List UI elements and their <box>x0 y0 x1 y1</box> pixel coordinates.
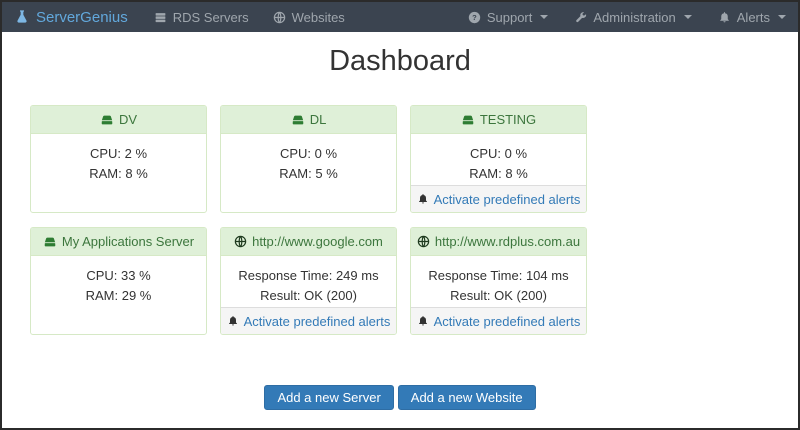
cards-row-servers: DV CPU: 2 % RAM: 8 % DL CPU: 0 % RAM: 5 … <box>30 105 798 213</box>
nav-item-rds-servers[interactable]: RDS Servers <box>154 10 249 25</box>
server-stack-icon <box>154 11 167 24</box>
server-card-body: CPU: 0 % RAM: 8 % <box>411 134 586 185</box>
server-card-header[interactable]: DL <box>221 106 396 134</box>
navbar: ServerGenius RDS Servers Websites ? Supp… <box>2 2 798 32</box>
response-time-value: Response Time: 104 ms <box>428 268 569 283</box>
globe-icon <box>273 11 286 24</box>
add-server-button[interactable]: Add a new Server <box>264 385 394 410</box>
server-name: My Applications Server <box>61 234 195 249</box>
server-icon <box>43 235 57 249</box>
server-card-dv: DV CPU: 2 % RAM: 8 % <box>30 105 207 213</box>
server-name: DV <box>118 112 138 127</box>
nav-item-label: Alerts <box>736 9 770 25</box>
nav-item-administration[interactable]: Administration <box>574 9 692 25</box>
bell-icon <box>227 315 239 327</box>
cpu-value: CPU: 33 % <box>86 268 151 283</box>
cards-row-mixed: My Applications Server CPU: 33 % RAM: 29… <box>30 227 798 335</box>
ram-value: RAM: 5 % <box>279 166 338 182</box>
server-card-dl: DL CPU: 0 % RAM: 5 % <box>220 105 397 213</box>
ram-value: RAM: 8 % <box>469 166 528 182</box>
cpu-value: CPU: 0 % <box>469 146 528 161</box>
activate-alerts-label: Activate predefined alerts <box>433 191 581 207</box>
activate-alerts-link[interactable]: Activate predefined alerts <box>411 185 586 212</box>
server-icon <box>291 113 305 127</box>
nav-item-websites[interactable]: Websites <box>273 10 345 25</box>
bell-icon <box>718 11 731 24</box>
result-value: Result: OK (200) <box>260 288 357 304</box>
result-value: Result: OK (200) <box>450 288 547 304</box>
brand-link[interactable]: ServerGenius <box>14 9 128 26</box>
website-card-body: Response Time: 104 ms Result: OK (200) <box>411 256 586 307</box>
website-card-header[interactable]: http://www.google.com <box>221 228 396 256</box>
chevron-down-icon <box>540 15 549 19</box>
svg-text:?: ? <box>472 13 477 22</box>
bell-icon <box>417 193 429 205</box>
activate-alerts-link[interactable]: Activate predefined alerts <box>221 307 396 334</box>
dashboard-cards: DV CPU: 2 % RAM: 8 % DL CPU: 0 % RAM: 5 … <box>30 105 798 335</box>
server-card-body: CPU: 2 % RAM: 8 % <box>31 134 206 212</box>
nav-item-label: Administration <box>593 9 676 25</box>
globe-icon <box>417 235 430 248</box>
server-name: TESTING <box>479 112 537 127</box>
bottom-actions: Add a new Server Add a new Website <box>2 385 798 410</box>
nav-item-label: RDS Servers <box>172 9 249 25</box>
activate-alerts-label: Activate predefined alerts <box>433 313 581 329</box>
server-card-header[interactable]: TESTING <box>411 106 586 134</box>
activate-alerts-label: Activate predefined alerts <box>243 313 391 329</box>
server-card-body: CPU: 0 % RAM: 5 % <box>221 134 396 212</box>
nav-item-support[interactable]: ? Support <box>468 10 549 25</box>
server-icon <box>100 113 114 127</box>
brand-label: ServerGenius <box>36 8 128 26</box>
nav-item-label: Websites <box>291 9 345 25</box>
wrench-icon <box>574 11 587 24</box>
server-card-body: CPU: 33 % RAM: 29 % <box>31 256 206 334</box>
server-name: DL <box>309 112 327 127</box>
website-url: http://www.google.com <box>252 234 383 249</box>
server-card-header[interactable]: DV <box>31 106 206 134</box>
server-card-header[interactable]: My Applications Server <box>31 228 206 256</box>
bell-icon <box>417 315 429 327</box>
page-title: Dashboard <box>329 45 471 77</box>
navbar-right: ? Support Administration Alerts <box>442 10 786 25</box>
website-card-body: Response Time: 249 ms Result: OK (200) <box>221 256 396 307</box>
website-card-google: http://www.google.com Response Time: 249… <box>220 227 397 335</box>
website-url: http://www.rdplus.com.au <box>434 234 581 249</box>
flask-icon <box>14 9 30 25</box>
website-card-rdplus: http://www.rdplus.com.au Response Time: … <box>410 227 587 335</box>
nav-item-label: Support <box>486 9 533 25</box>
chevron-down-icon <box>683 15 692 19</box>
question-circle-icon: ? <box>468 11 481 24</box>
activate-alerts-link[interactable]: Activate predefined alerts <box>411 307 586 334</box>
ram-value: RAM: 29 % <box>85 288 152 304</box>
website-card-header[interactable]: http://www.rdplus.com.au <box>411 228 586 256</box>
response-time-value: Response Time: 249 ms <box>238 268 379 283</box>
cpu-value: CPU: 2 % <box>89 146 148 161</box>
nav-item-alerts[interactable]: Alerts <box>718 10 786 25</box>
server-card-testing: TESTING CPU: 0 % RAM: 8 % Activate prede… <box>410 105 587 213</box>
chevron-down-icon <box>778 15 786 19</box>
server-icon <box>461 113 475 127</box>
ram-value: RAM: 8 % <box>89 166 148 182</box>
globe-icon <box>234 235 247 248</box>
add-website-button[interactable]: Add a new Website <box>397 385 536 410</box>
server-card-my-applications: My Applications Server CPU: 33 % RAM: 29… <box>30 227 207 335</box>
cpu-value: CPU: 0 % <box>279 146 338 161</box>
